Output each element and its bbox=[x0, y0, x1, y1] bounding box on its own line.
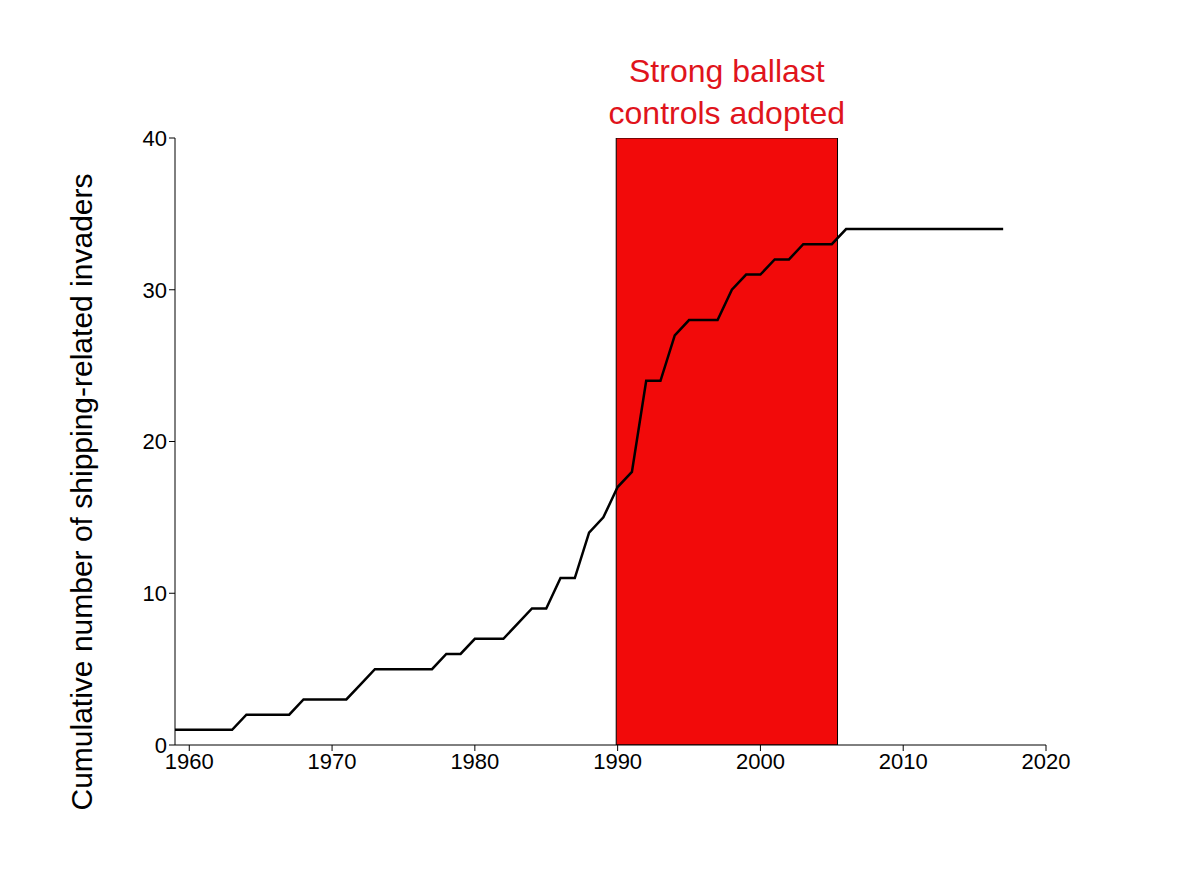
html-text:Strong ballast: Strong ballast bbox=[629, 53, 825, 89]
svg-text:1970: 1970 bbox=[308, 749, 357, 774]
svg-text:2000: 2000 bbox=[736, 749, 785, 774]
svg-text:1980: 1980 bbox=[450, 749, 499, 774]
svg-text:2020: 2020 bbox=[1022, 749, 1071, 774]
svg-text:40: 40 bbox=[143, 126, 167, 151]
svg-text:10: 10 bbox=[143, 581, 167, 606]
svg-text:30: 30 bbox=[143, 278, 167, 303]
svg-text:20: 20 bbox=[143, 429, 167, 454]
svg-text:0: 0 bbox=[155, 733, 167, 758]
html-text:controls adopted: controls adopted bbox=[608, 95, 846, 131]
svg-text:1960: 1960 bbox=[165, 749, 214, 774]
svg-text:1990: 1990 bbox=[593, 749, 642, 774]
svg-text:2010: 2010 bbox=[879, 749, 928, 774]
html-text:Cumulative number of shipping-: Cumulative number of shipping-related in… bbox=[65, 173, 98, 810]
